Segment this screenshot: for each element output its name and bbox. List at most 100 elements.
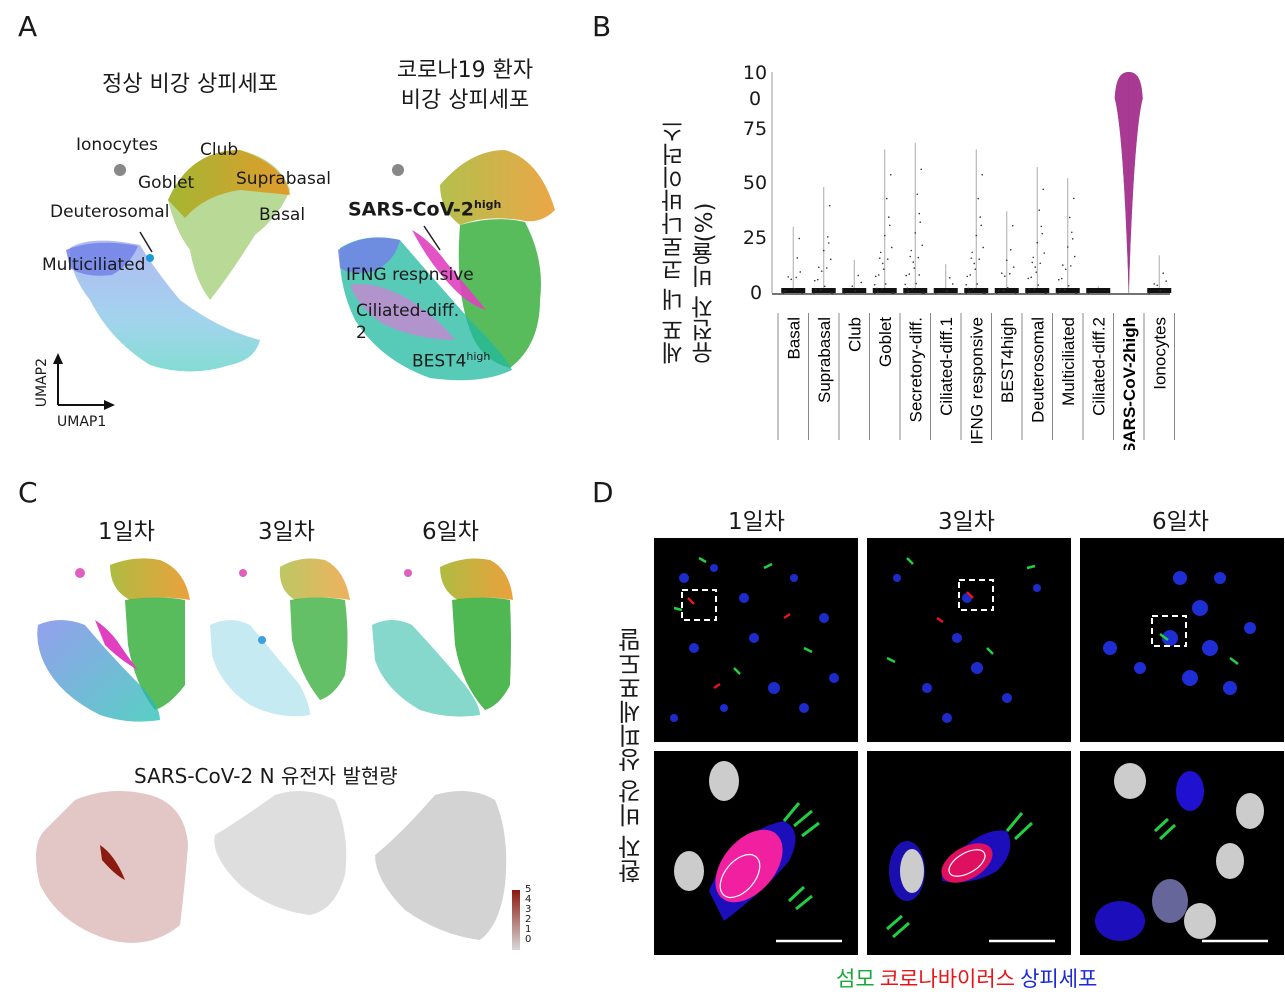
umap-day6-ionocytes (404, 569, 412, 577)
category-label: Multiciliated (1059, 317, 1078, 406)
category-label: Ciliated-diff.2 (1089, 317, 1108, 416)
category-label: Goblet (876, 317, 895, 367)
colorbar-tick-4: 4 (525, 894, 532, 905)
umap1-axis-label: UMAP1 (57, 414, 107, 430)
ytick-100-line2: 0 (748, 88, 762, 110)
colorbar-tick-2: 2 (525, 914, 532, 925)
ytick-0: 0 (749, 282, 763, 304)
label-ionocytes: Ionocytes (76, 135, 158, 155)
panel-c-day3: 3일차 (258, 519, 315, 545)
violin-basal (781, 226, 806, 294)
label-ciliated-diff: Ciliated-diff. 2 (356, 300, 459, 344)
umap-axes (53, 353, 115, 410)
micro-day6-zoom (1080, 751, 1284, 955)
violin-goblet (872, 149, 897, 294)
covid-title: 코로나19 환자 비강 상피세포 (370, 56, 560, 116)
violin-ifng-responsive (964, 149, 989, 294)
ytick-25: 25 (742, 227, 768, 249)
normal-title: 정상 비강 상피세포 (102, 72, 278, 97)
label-ciliated-line2: 2 (356, 323, 367, 343)
violin-secretory-diff- (903, 142, 928, 294)
expression-umap-day6-shape (375, 791, 507, 940)
expression-umap-day3-shape (214, 791, 347, 915)
colorbar-gradient (512, 890, 520, 950)
category-label: SARS-CoV-2high (1120, 317, 1139, 450)
violin-plot: Basal Suprabasal Club Goblet Secretory-diff.… (771, 72, 1175, 450)
label-sars-sup: high (474, 198, 502, 211)
umap-covid-multiciliated (338, 237, 400, 273)
label-sars-base: SARS-CoV-2 (348, 198, 475, 221)
colorbar-ticks: 5 4 3 2 1 0 (525, 885, 531, 945)
violin-deuterosomal (1025, 167, 1050, 294)
micro-day3-overview-svg (886, 557, 1041, 723)
zoom-connectors (650, 735, 1285, 755)
umap-day3-ionocytes (239, 569, 247, 577)
umap2-axis-label: UMAP2 (34, 358, 50, 408)
micro-day3-zoom-svg (886, 812, 1055, 943)
micro-day6-zoom-svg (1095, 763, 1268, 943)
umap-day6-ciliated (372, 620, 480, 717)
violin-suprabasal (811, 186, 836, 294)
umap-covid-ifng (350, 284, 455, 340)
category-label: Secretory-diff. (906, 317, 925, 423)
category-label: Deuterosomal (1028, 317, 1047, 423)
umap-panel-a (53, 150, 555, 410)
label-suprabasal: Suprabasal (236, 169, 331, 189)
label-deuterosomal: Deuterosomal (50, 202, 170, 222)
umap-day3-secretory (290, 597, 348, 700)
umap-day1-ciliated (37, 620, 160, 722)
category-label: BEST4high (998, 317, 1017, 403)
label-club: Club (200, 140, 239, 160)
panel-c-day1: 1일차 (98, 519, 155, 545)
micro-day6-overview-svg (1103, 571, 1256, 695)
umap-covid-sars (412, 230, 486, 310)
ytick-75: 75 (742, 118, 768, 140)
micro-day3-overview (867, 538, 1071, 742)
colorbar-tick-1: 1 (525, 924, 532, 935)
umap-day1-ionocytes (75, 568, 85, 578)
umap-day6-club (440, 558, 513, 600)
label-best4-high: BEST4high (412, 350, 490, 372)
covid-title-line1: 코로나19 환자 (396, 58, 534, 83)
violin-ionocytes (1147, 255, 1172, 294)
umap-covid-ionocytes (392, 164, 404, 176)
umap-day1-sars (95, 620, 138, 670)
umap-day1-secretory (125, 597, 185, 710)
deuterosomal-pointer (139, 231, 153, 253)
umap-day6 (372, 558, 513, 717)
label-basal: Basal (259, 205, 306, 225)
violin-multiciliated (1055, 178, 1080, 294)
umap-day1 (37, 558, 190, 722)
label-multiciliated: Multiciliated (42, 255, 146, 275)
umap-covid-ciliated (339, 237, 512, 381)
covid-title-line2: 비강 상피세포 (400, 88, 530, 113)
label-best4-sup: high (466, 350, 491, 363)
panel-d-day3: 3일차 (938, 509, 995, 535)
umap-normal-deuterosomal (146, 254, 154, 262)
category-label: Ionocytes (1150, 317, 1169, 390)
umap-normal (66, 150, 290, 372)
panel-c-day6: 6일차 (422, 519, 479, 545)
sars-pointer (423, 225, 441, 251)
colorbar-tick-0: 0 (525, 934, 532, 945)
panel-a-letter: A (18, 10, 38, 43)
category-label: IFNG responsive (967, 317, 986, 445)
umap-normal-multiciliated (66, 242, 138, 276)
umap-day3-ciliated (210, 620, 310, 717)
category-label: Ciliated-diff.1 (937, 317, 956, 416)
umap-day3-club (279, 558, 350, 600)
category-label: Basal (784, 317, 803, 360)
umap-panel-c (36, 558, 520, 950)
legend-epithelium: 상피세포 (1020, 967, 1098, 991)
label-ciliated-line1: Ciliated-diff. (356, 301, 460, 321)
label-ifng: IFNG respnsive (346, 265, 474, 285)
panel-d-day1: 1일차 (728, 509, 785, 535)
label-best4-base: BEST4 (412, 351, 467, 372)
violin-club (842, 259, 867, 294)
umap-normal-ciliated (70, 240, 260, 372)
expression-title: SARS-CoV-2 N 유전자 발현량 (134, 764, 398, 788)
umap-normal-club (168, 150, 290, 218)
violin-sars-cov-2high (1114, 72, 1143, 293)
violin-ylabel-line1: 세포 내 코로나바이러스 (662, 120, 688, 365)
